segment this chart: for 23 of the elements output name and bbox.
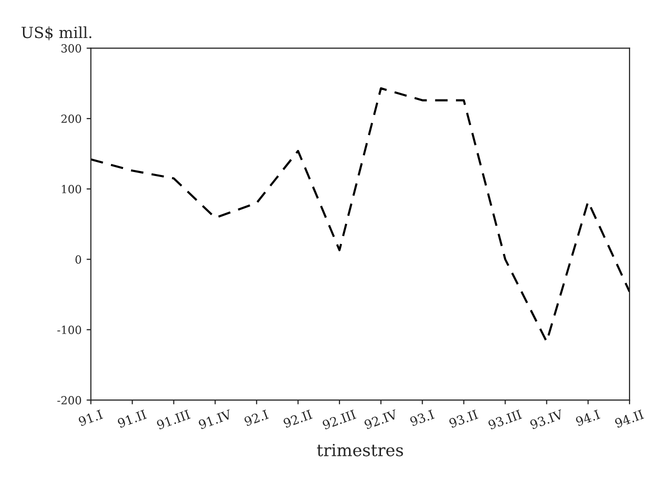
- y-tick-label: -200: [57, 396, 82, 404]
- x-tick-label: 93.II: [448, 410, 478, 428]
- x-tick-label: 91.IV: [198, 409, 232, 430]
- y-tick-label: -100: [57, 326, 82, 334]
- y-tick-label: 200: [61, 114, 82, 123]
- x-tick-label: 94.II: [614, 410, 644, 428]
- x-tick-label: 93.III: [488, 410, 522, 430]
- y-axis-title: US$ mill.: [22, 26, 92, 40]
- x-tick-label: 94.I: [575, 410, 600, 426]
- x-tick-label: 92.III: [322, 410, 356, 430]
- x-tick-label: 92.II: [282, 410, 313, 428]
- y-tick-label: 300: [61, 44, 82, 53]
- x-tick-label: 91.II: [117, 410, 147, 428]
- x-tick-label: 93.IV: [530, 409, 564, 430]
- x-tick-label: 92.I: [244, 410, 269, 426]
- x-axis-title: trimestres: [317, 444, 403, 456]
- x-tick-label: 91.III: [156, 410, 191, 430]
- x-tick-label: 93.I: [409, 410, 435, 426]
- y-tick-label: 0: [75, 255, 82, 264]
- x-tick-label: 92.IV: [364, 409, 398, 430]
- x-tick-label: 91.I: [78, 410, 104, 426]
- y-tick-label: 100: [62, 184, 82, 194]
- line-series: [90, 87, 630, 343]
